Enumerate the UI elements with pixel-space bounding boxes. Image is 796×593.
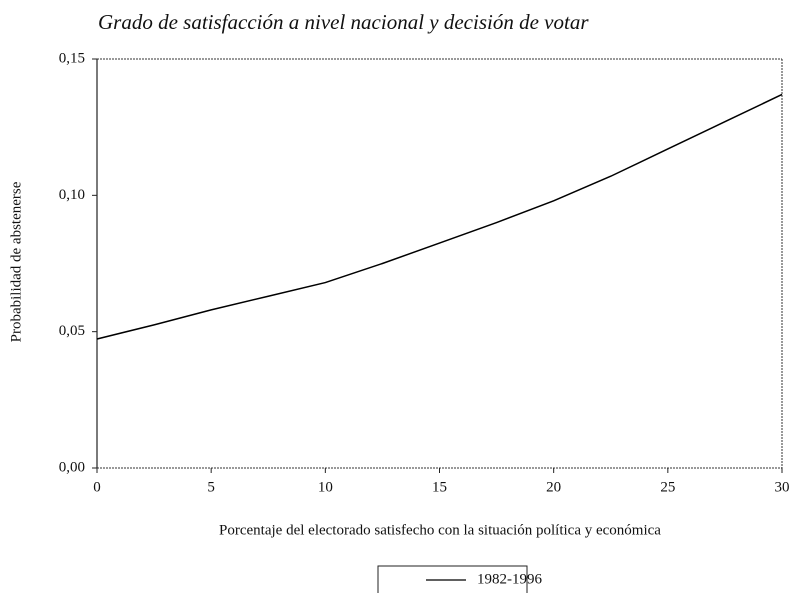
y-tick-label: 0,00 [59, 459, 85, 475]
y-tick-label: 0,10 [59, 187, 85, 203]
legend-label: 1982-1996 [477, 571, 542, 587]
x-tick-label: 15 [432, 479, 447, 495]
x-tick-label: 25 [660, 479, 675, 495]
chart-title: Grado de satisfacción a nivel nacional y… [98, 10, 589, 34]
y-axis-label: Probabilidad de abstenerse [8, 181, 24, 342]
y-tick-label: 0,05 [59, 323, 85, 339]
legend-box [377, 565, 528, 593]
x-tick-label: 30 [775, 479, 790, 495]
x-tick-label: 0 [93, 479, 101, 495]
x-axis-label: Porcentaje del electorado satisfecho con… [219, 522, 661, 538]
x-tick-label: 10 [318, 479, 333, 495]
x-tick-label: 20 [546, 479, 561, 495]
x-tick-label: 5 [207, 479, 215, 495]
y-tick-label: 0,15 [59, 50, 85, 66]
series-line [96, 93, 783, 340]
